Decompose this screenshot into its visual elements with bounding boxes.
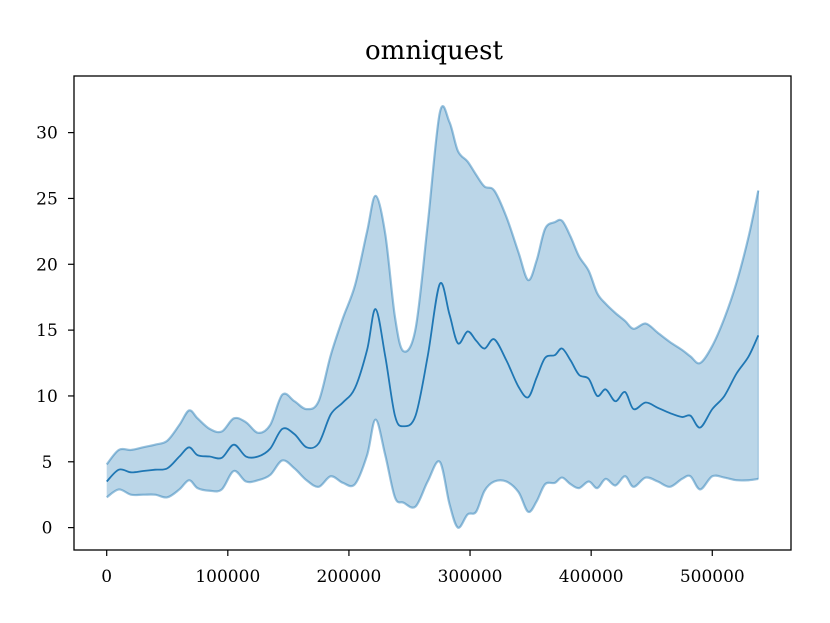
confidence-band [106,106,759,528]
y-tick-label: 0 [42,519,53,539]
y-tick-label: 30 [36,124,58,144]
plot-area [105,105,760,529]
y-tick-label: 10 [36,387,58,407]
x-tick-label: 200000 [316,567,381,587]
y-tick-label: 20 [36,255,58,275]
axes-frame [73,75,792,551]
x-tick-label: 300000 [438,567,503,587]
x-tick-label: 500000 [680,567,745,587]
lower-bound-line [106,418,759,529]
chart-title: omniquest [365,36,503,66]
y-tick-label: 15 [36,321,58,341]
x-tick-label: 100000 [195,567,260,587]
x-axis: 0 100000 200000 300000 400000 500000 [101,550,745,587]
y-tick-label: 5 [42,453,53,473]
y-tick-label: 25 [36,189,58,209]
x-tick-label: 0 [101,567,112,587]
mean-line [106,282,760,483]
upper-bound-line [105,105,760,466]
x-tick-label: 400000 [559,567,624,587]
y-axis: 0 5 10 15 20 25 30 [36,124,74,539]
